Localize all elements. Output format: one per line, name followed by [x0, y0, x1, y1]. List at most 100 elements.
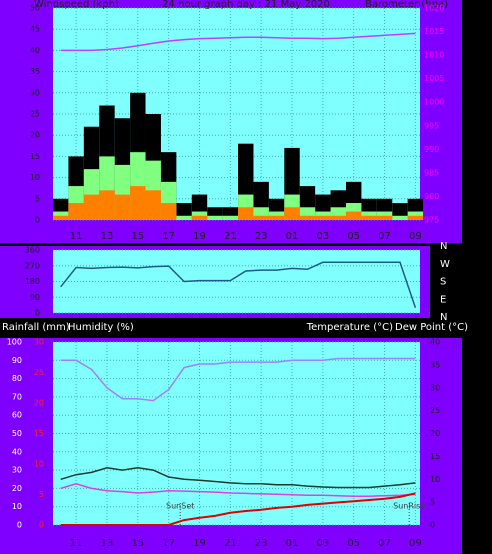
y2-tick-label: 15: [430, 452, 440, 461]
x-tick-label: 15: [131, 231, 144, 242]
y-tick-label: 360: [25, 246, 40, 255]
bar: [361, 215, 377, 220]
y-tick-label: 0: [17, 521, 22, 530]
x-tick-label: 21: [224, 231, 237, 242]
line-series: [60, 467, 416, 489]
y3-tick-label: 10: [34, 460, 44, 469]
y2-axis-label: Temperature (°C): [306, 322, 393, 333]
y-tick-label: 20: [30, 131, 40, 140]
y2-tick-label: 1015: [424, 27, 444, 36]
line-series: [60, 32, 416, 52]
line-series: [60, 357, 416, 402]
y-tick-label: 0: [35, 216, 40, 225]
compass-label: S: [440, 277, 446, 288]
y-tick-label: 90: [12, 356, 22, 365]
compass-label: N: [440, 312, 447, 323]
bar: [207, 215, 223, 220]
bar: [130, 186, 146, 220]
bar: [160, 203, 177, 220]
annotation: SunRise: [393, 502, 425, 511]
y-axis-label: Windspeed (kph): [34, 0, 119, 10]
annotation: SunSet: [166, 502, 194, 511]
x-tick-label: 19: [193, 538, 206, 549]
y2-tick-label: 975: [424, 216, 439, 225]
y2-tick-label: 1005: [424, 74, 444, 83]
x-tick-label: 21: [224, 538, 237, 549]
x-tick-label: 15: [131, 538, 144, 549]
x-tick-label: 17: [162, 231, 175, 242]
bar: [176, 215, 192, 220]
x-tick-label: 09: [409, 538, 422, 549]
y-tick-label: 40: [12, 447, 22, 456]
bar: [392, 215, 408, 220]
x-tick-label: 13: [101, 231, 114, 242]
bar: [315, 215, 331, 220]
bar: [345, 211, 362, 220]
y-tick-label: 270: [25, 261, 40, 270]
y2-tick-label: 35: [430, 360, 440, 369]
bar: [376, 215, 393, 220]
bar: [330, 215, 346, 220]
line-series: [60, 483, 416, 497]
y2-axis-label: Dew Point (°C): [395, 322, 468, 333]
x-tick-label: 07: [378, 538, 391, 549]
y-axis-label: Humidity (%): [68, 322, 134, 333]
bar: [114, 194, 131, 220]
y-tick-label: 60: [12, 411, 22, 420]
bar: [268, 215, 285, 220]
bar: [284, 207, 300, 220]
bar: [299, 215, 316, 220]
bar: [191, 215, 208, 220]
y-tick-label: 30: [12, 466, 22, 475]
y-tick-label: 15: [30, 152, 40, 161]
compass-label: W: [440, 259, 450, 270]
x-tick-label: 17: [162, 538, 175, 549]
x-tick-label: 03: [316, 231, 329, 242]
x-tick-label: 11: [70, 538, 83, 549]
bar: [145, 190, 161, 220]
bar: [238, 207, 254, 220]
y2-tick-label: 5: [430, 498, 435, 507]
y2-tick-label: 0: [430, 521, 435, 530]
chart-title: 24 hour graph day : 21 May 2020: [162, 0, 330, 10]
y2-axis-label: Barometer (hpa): [365, 0, 448, 10]
y2-tick-label: 25: [430, 406, 440, 415]
y-tick-label: 20: [12, 484, 22, 493]
y-tick-label: 45: [30, 25, 40, 34]
y-tick-label: 70: [12, 392, 22, 401]
y-tick-label: 80: [12, 374, 22, 383]
line-series: [60, 492, 416, 526]
y3-tick-label: 30: [34, 338, 44, 347]
y-tick-label: 35: [30, 67, 40, 76]
bar: [68, 203, 84, 220]
x-tick-label: 03: [316, 538, 329, 549]
y-tick-label: 40: [30, 46, 40, 55]
y2-tick-label: 1000: [424, 98, 444, 107]
compass-label: N: [440, 241, 447, 252]
line-series: [60, 261, 417, 309]
bar: [83, 194, 100, 220]
y2-tick-label: 1020: [424, 4, 444, 13]
y2-tick-label: 1010: [424, 51, 444, 60]
x-tick-label: 05: [347, 231, 360, 242]
x-tick-label: 13: [101, 538, 114, 549]
y3-tick-label: 25: [34, 368, 44, 377]
y-tick-label: 100: [7, 338, 22, 347]
y2-tick-label: 30: [430, 383, 440, 392]
compass-label: E: [440, 294, 446, 305]
y2-tick-label: 980: [424, 192, 439, 201]
y2-tick-label: 40: [430, 338, 440, 347]
y-tick-label: 5: [35, 194, 40, 203]
y3-tick-label: 20: [34, 399, 44, 408]
y2-tick-label: 995: [424, 121, 439, 130]
bar: [222, 215, 239, 220]
y3-tick-label: 5: [39, 490, 44, 499]
y3-tick-label: 0: [39, 521, 44, 530]
y-tick-label: 10: [12, 502, 22, 511]
y-tick-label: 180: [25, 277, 40, 286]
y-tick-label: 10: [30, 173, 40, 182]
x-tick-label: 09: [409, 231, 422, 242]
y-tick-label: 90: [30, 293, 40, 302]
bar: [407, 215, 424, 220]
y3-axis-label: Rainfall (mm): [2, 322, 70, 333]
